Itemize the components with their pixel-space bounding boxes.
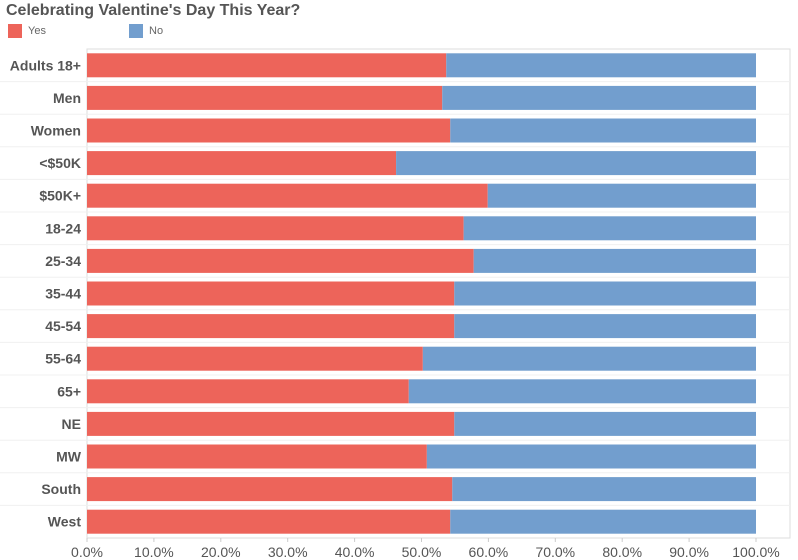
bar-yes[interactable] xyxy=(87,53,447,78)
bar-no[interactable] xyxy=(452,477,756,502)
bar-no[interactable] xyxy=(396,151,756,176)
bar-no[interactable] xyxy=(422,346,756,371)
category-label: Men xyxy=(53,90,81,106)
bar-yes[interactable] xyxy=(87,314,455,339)
category-label: South xyxy=(41,481,81,497)
bar-yes[interactable] xyxy=(87,183,488,208)
category-label: 65+ xyxy=(57,383,81,399)
category-label: NE xyxy=(62,416,81,432)
bar-no[interactable] xyxy=(454,281,756,306)
x-tick-label: 50.0% xyxy=(402,544,442,560)
bar-no[interactable] xyxy=(454,411,756,436)
category-label: Women xyxy=(31,123,81,139)
category-label: <$50K xyxy=(39,155,81,171)
x-tick-label: 60.0% xyxy=(469,544,509,560)
bar-no[interactable] xyxy=(463,216,756,241)
category-label: West xyxy=(48,514,82,530)
legend-label-no: No xyxy=(149,25,164,37)
legend-swatch-no xyxy=(129,24,143,38)
category-label: 18-24 xyxy=(45,220,81,236)
bar-yes[interactable] xyxy=(87,85,443,110)
bar-yes[interactable] xyxy=(87,411,455,436)
bar-no[interactable] xyxy=(446,53,756,78)
bar-yes[interactable] xyxy=(87,379,409,404)
legend-swatch-yes xyxy=(8,24,22,38)
bar-yes[interactable] xyxy=(87,346,423,371)
category-label: 25-34 xyxy=(45,253,81,269)
category-label: 45-54 xyxy=(45,318,81,334)
bar-yes[interactable] xyxy=(87,248,474,273)
x-tick-label: 40.0% xyxy=(335,544,375,560)
bar-yes[interactable] xyxy=(87,509,451,534)
category-label: 55-64 xyxy=(45,351,81,367)
bar-yes[interactable] xyxy=(87,477,453,502)
x-tick-label: 90.0% xyxy=(669,544,709,560)
bar-no[interactable] xyxy=(426,444,756,469)
bar-no[interactable] xyxy=(487,183,756,208)
category-label: MW xyxy=(56,449,82,465)
legend-item-no[interactable]: No xyxy=(129,24,163,38)
bar-no[interactable] xyxy=(408,379,756,404)
bar-no[interactable] xyxy=(454,314,756,339)
x-tick-label: 0.0% xyxy=(71,544,103,560)
x-tick-label: 10.0% xyxy=(134,544,174,560)
x-tick-label: 30.0% xyxy=(268,544,308,560)
x-tick-label: 80.0% xyxy=(602,544,642,560)
bar-no[interactable] xyxy=(450,118,756,143)
x-tick-label: 100.0% xyxy=(732,544,779,560)
bar-yes[interactable] xyxy=(87,151,397,176)
legend-item-yes[interactable]: Yes xyxy=(8,24,46,38)
category-label: 35-44 xyxy=(45,286,81,302)
category-label: Adults 18+ xyxy=(10,57,81,73)
bar-yes[interactable] xyxy=(87,118,451,143)
x-tick-label: 70.0% xyxy=(535,544,575,560)
bar-yes[interactable] xyxy=(87,444,427,469)
bar-no[interactable] xyxy=(450,509,756,534)
bar-yes[interactable] xyxy=(87,281,455,306)
bar-yes[interactable] xyxy=(87,216,464,241)
chart-title: Celebrating Valentine's Day This Year? xyxy=(6,2,301,19)
bar-no[interactable] xyxy=(442,85,756,110)
x-tick-label: 20.0% xyxy=(201,544,241,560)
bar-no[interactable] xyxy=(473,248,756,273)
legend-label-yes: Yes xyxy=(28,25,46,37)
category-label: $50K+ xyxy=(39,188,81,204)
